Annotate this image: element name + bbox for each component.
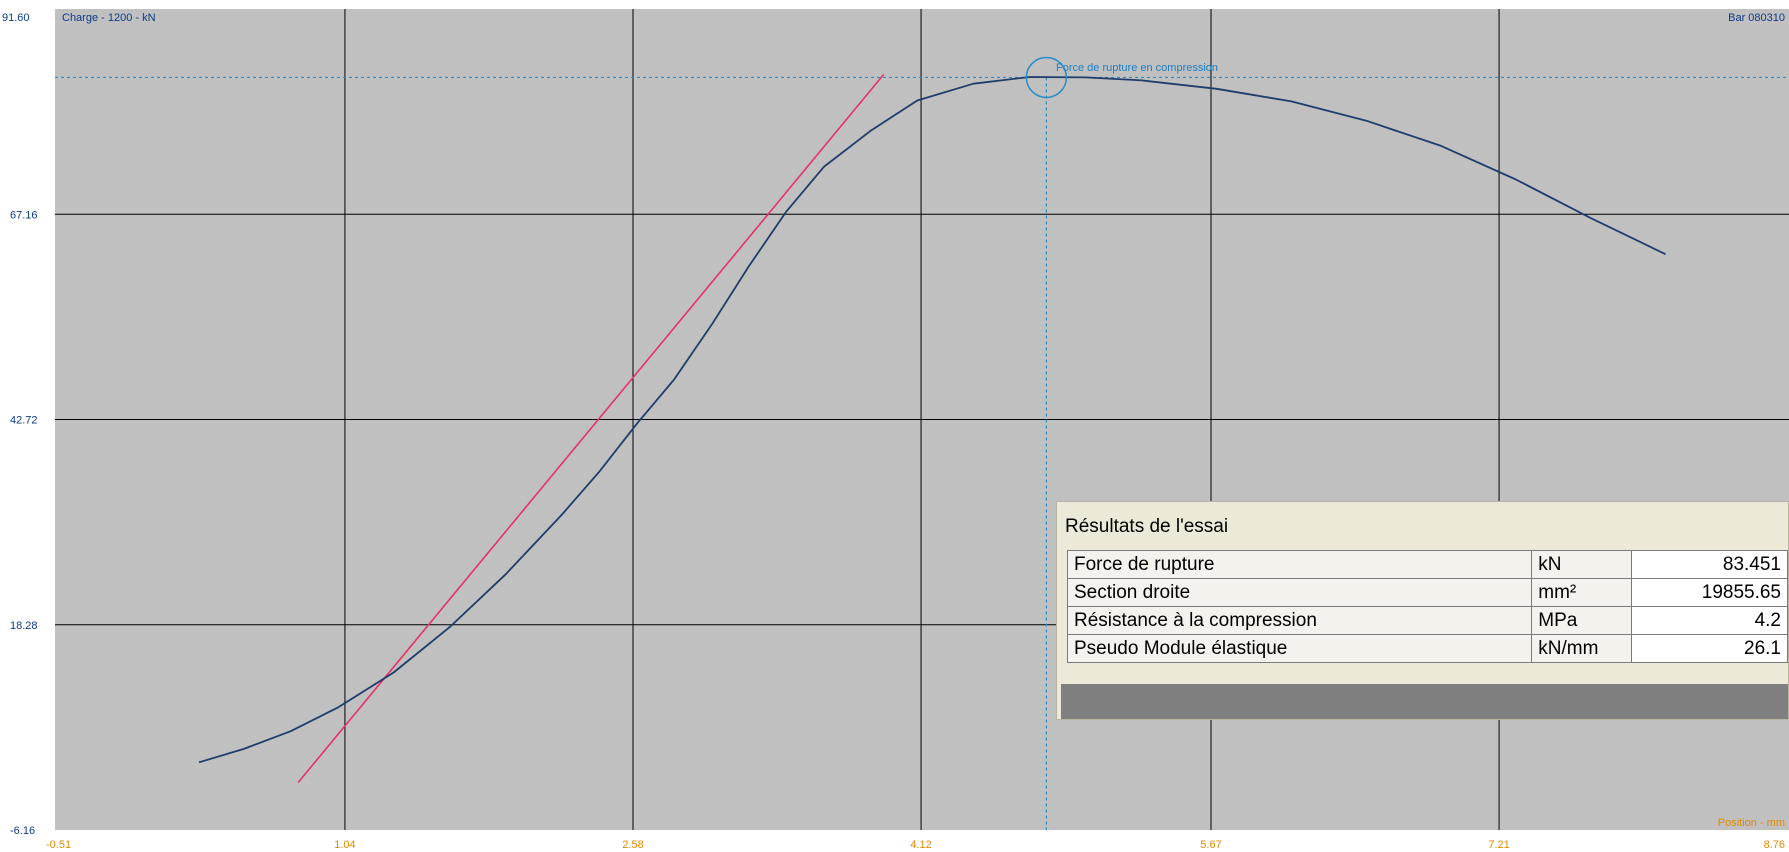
- y-tick-label: 42.72: [10, 415, 38, 427]
- x-tick-label: 7.21: [1488, 839, 1509, 851]
- x-tick-label: 1.04: [334, 839, 355, 851]
- result-value: 26.1: [1631, 634, 1788, 663]
- results-title: Résultats de l'essai: [1065, 516, 1229, 537]
- table-row: Section droite mm² 19855.65: [1066, 578, 1788, 607]
- peak-guide-lines: [55, 76, 1789, 830]
- y-max-label: 91.60: [2, 12, 30, 24]
- results-table: Force de rupture kN 83.451 Section droit…: [1066, 550, 1788, 663]
- result-unit: kN: [1531, 550, 1633, 579]
- y-tick-label: -6.16: [10, 825, 35, 837]
- x-tick-label: -0.51: [46, 839, 71, 851]
- table-row: Résistance à la compression MPa 4.2: [1066, 606, 1788, 635]
- peak-annotation: Force de rupture en compression: [1056, 62, 1218, 74]
- x-axis-label: Position - mm: [1718, 817, 1785, 829]
- x-tick-label: 5.67: [1200, 839, 1221, 851]
- grid-lines: [55, 9, 1789, 830]
- table-row: Pseudo Module élastique kN/mm 26.1: [1066, 634, 1788, 663]
- result-label: Pseudo Module élastique: [1066, 634, 1533, 663]
- table-row: Force de rupture kN 83.451: [1066, 550, 1788, 579]
- result-label: Résistance à la compression: [1066, 606, 1533, 635]
- x-tick-label: 8.76: [1764, 839, 1785, 851]
- y-tick-label: 18.28: [10, 620, 38, 632]
- chart-title: Charge - 1200 - kN: [62, 12, 156, 24]
- peak-marker-circle: [1025, 56, 1068, 99]
- x-tick-label: 2.58: [622, 839, 643, 851]
- sample-id-label: Bar 080310: [1728, 12, 1785, 24]
- x-tick-labels: -0.51 1.04 2.58 4.12 5.67 7.21 8.76: [46, 839, 1785, 851]
- y-tick-label: 67.16: [10, 209, 38, 221]
- y-tick-labels: 67.16 42.72 18.28 -6.16: [10, 209, 38, 837]
- result-value: 4.2: [1631, 606, 1788, 635]
- results-footer-bar: [1061, 684, 1788, 719]
- series-layer: [198, 56, 1666, 783]
- result-unit: mm²: [1531, 578, 1633, 607]
- result-unit: kN/mm: [1531, 634, 1633, 663]
- tangent-line: [297, 73, 885, 783]
- x-tick-label: 4.12: [910, 839, 931, 851]
- result-label: Section droite: [1066, 578, 1533, 607]
- results-panel: Résultats de l'essai Force de rupture kN…: [1056, 501, 1789, 720]
- result-unit: MPa: [1531, 606, 1633, 635]
- result-value: 19855.65: [1631, 578, 1788, 607]
- result-label: Force de rupture: [1066, 550, 1533, 579]
- force-curve: [198, 76, 1666, 764]
- result-value: 83.451: [1631, 550, 1788, 579]
